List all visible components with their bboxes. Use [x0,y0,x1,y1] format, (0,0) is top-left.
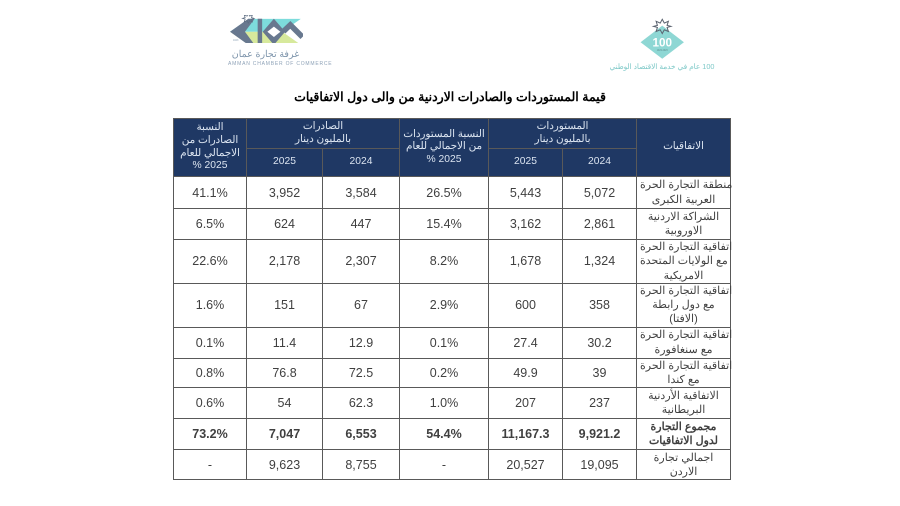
svg-text:1923: 1923 [233,39,239,42]
svg-text:1923-2023: 1923-2023 [657,50,669,52]
svg-text:100: 100 [652,37,672,50]
